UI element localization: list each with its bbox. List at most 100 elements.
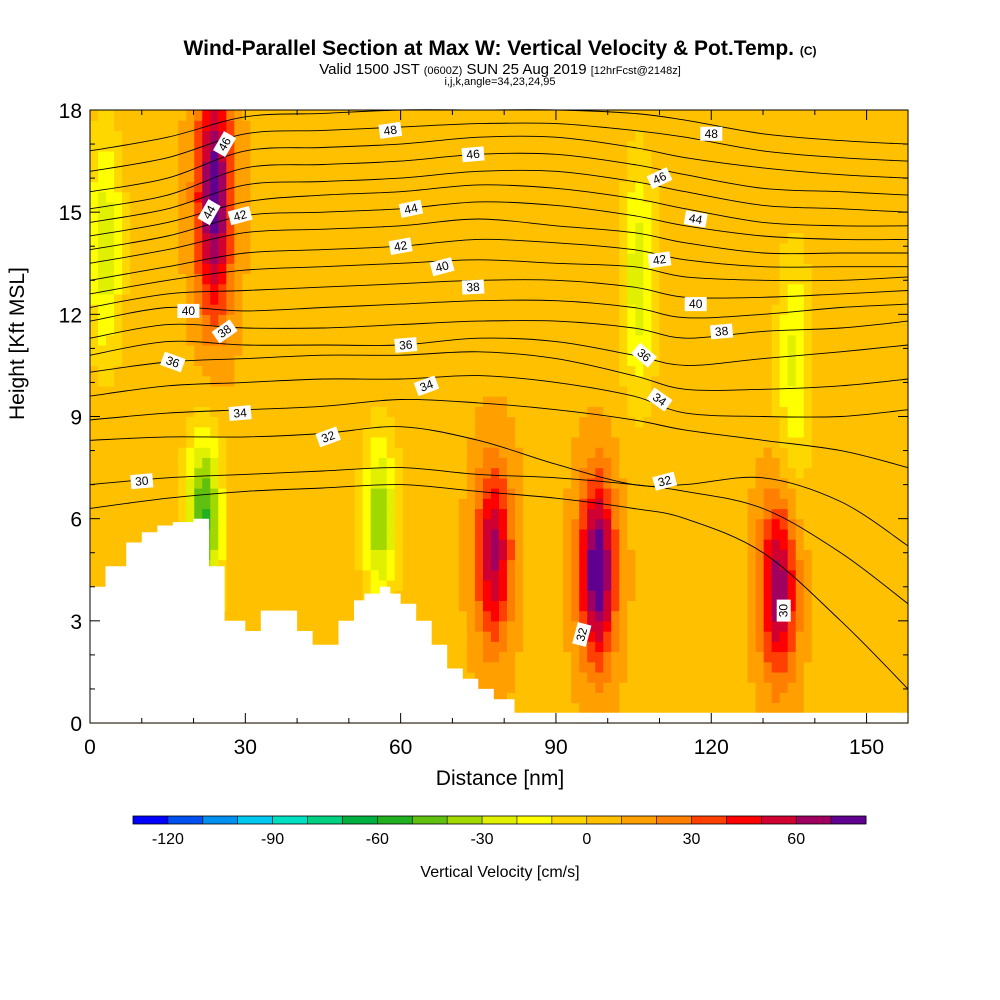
- contour-label: 32: [315, 426, 341, 448]
- chart-subtitle: Valid 1500 JST (0600Z) SUN 25 Aug 2019 […: [319, 61, 681, 78]
- contour-label: 42: [388, 237, 413, 256]
- contour-label: 48: [700, 126, 723, 141]
- colorbar-tick-label: -120: [152, 831, 184, 848]
- colorbar-swatch: [831, 816, 867, 824]
- colorbar-swatch: [342, 816, 378, 824]
- contour-label: 44: [683, 210, 708, 228]
- colorbar-tick-label: 0: [582, 831, 591, 848]
- contour-label-text: 46: [650, 169, 668, 187]
- axis-ticks: [89, 109, 908, 724]
- contour-label-text: 46: [215, 135, 234, 154]
- y-tick-label: 9: [70, 407, 82, 430]
- contour-label-text: 42: [393, 238, 409, 254]
- contour-label: 42: [227, 205, 253, 226]
- contour-label-text: 40: [434, 258, 451, 275]
- x-axis-label: Distance [nm]: [435, 767, 565, 790]
- colorbar-swatch: [551, 816, 588, 824]
- y-tick-label: 15: [59, 202, 82, 225]
- contour-label: 36: [160, 351, 186, 373]
- y-tick-label: 12: [59, 304, 82, 327]
- theta-contour-46: [89, 152, 909, 210]
- contour-label-text: 44: [688, 211, 704, 227]
- colorbar-swatch: [412, 816, 448, 824]
- contour-label-text: 40: [182, 304, 196, 318]
- colorbar-tick-label: -60: [366, 831, 389, 848]
- contour-label-text: 38: [714, 324, 729, 339]
- contour-label: 42: [647, 251, 672, 269]
- contour-label-text: 48: [705, 127, 719, 141]
- theta-contour-40: [89, 259, 909, 295]
- theta-contour-37: [89, 320, 909, 339]
- contour-label: 30: [776, 599, 791, 622]
- theta-contour-38: [89, 299, 909, 322]
- contour-label-text: 34: [418, 377, 436, 395]
- contour-label-text: 34: [233, 406, 248, 421]
- colorbar-swatch: [796, 816, 832, 824]
- contour-label-text: 32: [573, 626, 590, 643]
- contour-label: 38: [710, 323, 734, 340]
- colorbar-tick-label: -90: [261, 831, 284, 848]
- theta-contour-47: [89, 135, 909, 193]
- theta-contour-45: [89, 169, 909, 223]
- contour-label: 30: [130, 473, 154, 490]
- contour-label: 48: [378, 121, 403, 139]
- contour-label-text: 36: [164, 353, 182, 371]
- contour-label-text: 42: [652, 252, 667, 268]
- colorbar-swatch: [656, 816, 692, 824]
- x-tick-label: 120: [694, 736, 729, 759]
- colorbar-swatch: [447, 816, 483, 824]
- colorbar-swatch: [133, 816, 169, 824]
- x-tick-label: 90: [544, 736, 567, 759]
- contour-label-text: 32: [320, 428, 338, 446]
- contour-label: 46: [213, 131, 237, 158]
- terrain-mask: [90, 518, 908, 723]
- contour-label-text: 48: [383, 122, 398, 138]
- x-tick-label: 0: [84, 736, 96, 759]
- y-tick-label: 0: [70, 713, 82, 736]
- colorbar-swatch: [691, 816, 727, 824]
- colorbar-swatch: [761, 816, 797, 824]
- colorbar-swatch: [516, 816, 553, 824]
- contour-label-text: 32: [656, 473, 673, 490]
- colorbar-swatch: [202, 816, 239, 824]
- colorbar-swatch: [621, 816, 657, 824]
- contour-label-text: 30: [135, 474, 150, 489]
- contour-labels: 48 48 46 46 46 44 44 44 42 42 42 40 40 40 38 38 38 36 36 36…: [130, 121, 791, 647]
- theta-contour-35: [89, 351, 909, 391]
- chart-params: i,j,k,angle=34,23,24,95: [444, 76, 556, 88]
- colorbar-swatch: [237, 816, 274, 824]
- x-tick-label: 30: [234, 736, 257, 759]
- contour-label: 32: [652, 471, 678, 491]
- contour-label: 46: [646, 167, 673, 190]
- theta-contour-41: [89, 238, 908, 281]
- theta-contour-34: [89, 375, 909, 418]
- colorbar-swatch: [272, 816, 308, 824]
- theta-contour-39: [89, 279, 909, 308]
- theta-contour-44: [89, 184, 909, 237]
- colorbar-frame: [132, 815, 867, 825]
- y-tick-label: 3: [70, 611, 82, 634]
- colorbar-tick-label: 30: [683, 831, 701, 848]
- contour-label-text: 30: [777, 604, 791, 618]
- contour-label: 36: [631, 342, 657, 368]
- colorbar-tick-label: 60: [787, 831, 805, 848]
- x-tick-label: 60: [389, 736, 412, 759]
- contour-label-text: 42: [232, 207, 249, 224]
- contour-label: 46: [461, 146, 485, 163]
- colorbar-swatch: [377, 816, 413, 824]
- colorbar-swatch: [167, 816, 204, 824]
- contour-label: 34: [646, 387, 673, 412]
- theta-contour-42: [89, 218, 908, 264]
- contour-label: 38: [211, 319, 238, 344]
- contour-label-text: 40: [689, 297, 703, 311]
- x-tick-label: 150: [849, 736, 884, 759]
- colorbar-label: Vertical Velocity [cm/s]: [420, 864, 580, 881]
- contour-label: 40: [684, 297, 707, 312]
- colorbar-tick-label: -30: [470, 831, 493, 848]
- contour-label: 36: [394, 337, 418, 353]
- colorbar-swatch: [726, 816, 762, 824]
- contour-label: 38: [461, 279, 485, 295]
- contour-label: 34: [228, 405, 252, 422]
- contour-label-text: 36: [399, 337, 414, 352]
- theta-contour-31: [89, 467, 909, 605]
